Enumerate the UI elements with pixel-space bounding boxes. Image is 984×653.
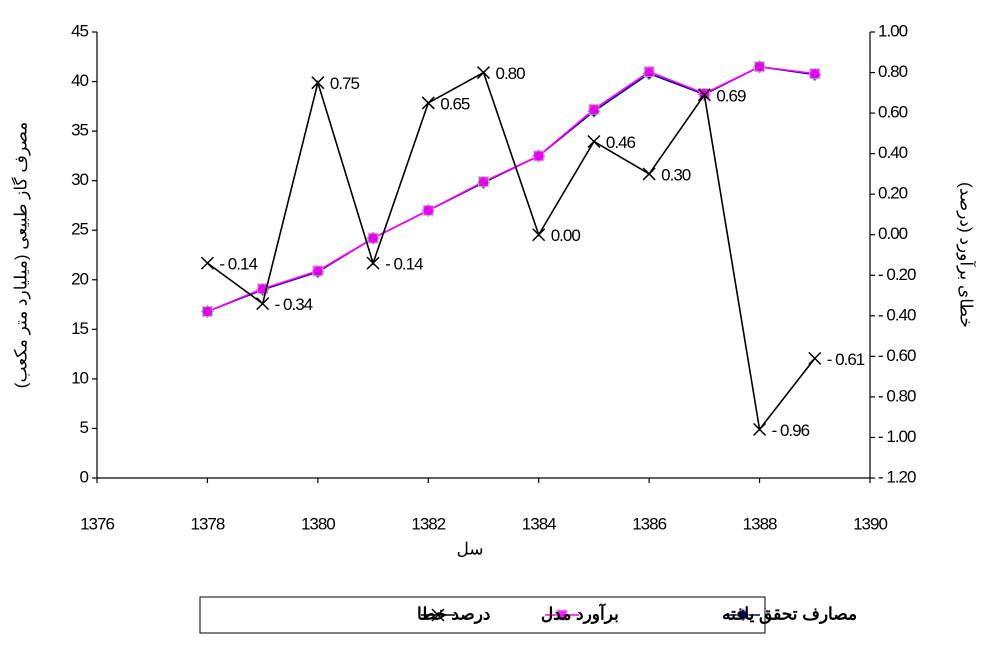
legend-label: درصد خطا	[417, 604, 491, 624]
data-label: - 0.14	[385, 255, 423, 274]
data-point	[312, 265, 324, 277]
data-point	[754, 61, 766, 73]
data-label: - 0.34	[275, 295, 313, 314]
data-point	[421, 96, 435, 110]
data-point	[476, 66, 491, 80]
data-label: 0.00	[551, 226, 581, 245]
data-label: - 0.61	[827, 350, 865, 369]
y-tick-label: 25	[71, 220, 88, 239]
data-point	[366, 256, 380, 270]
data-point	[642, 167, 656, 181]
y2-tick-label: 0.00	[878, 224, 908, 243]
x-tick-label: 1378	[191, 514, 225, 533]
data-point	[753, 422, 767, 436]
x-axis-label: سل	[456, 539, 483, 558]
y-tick-label: 45	[71, 21, 88, 40]
series-line	[206, 71, 816, 432]
y2-tick-label: - 0.60	[878, 346, 916, 365]
data-point	[367, 232, 379, 244]
data-label: 0.46	[606, 133, 636, 152]
y2-tick-label: - 0.40	[878, 305, 916, 324]
y2-tick-label: 0.20	[878, 184, 908, 203]
x-tick-label: 1390	[853, 514, 887, 533]
data-point	[200, 256, 214, 270]
x-tick-label: 1376	[80, 514, 114, 533]
data-label: 0.65	[440, 94, 470, 113]
y-tick-label: 10	[71, 368, 88, 387]
y-axis-label: مصرف گاز طبیعی (میلیارد متر مکعب)	[10, 122, 31, 388]
y2-tick-label: 0.60	[878, 103, 908, 122]
data-point	[533, 150, 545, 162]
data-label: 0.80	[496, 64, 526, 83]
legend-label: مصارف تحقق یافته	[722, 604, 857, 624]
data-label: - 0.96	[772, 421, 810, 440]
y-tick-label: 20	[71, 269, 88, 288]
data-point	[201, 305, 213, 317]
legend-box	[199, 596, 766, 634]
data-point	[808, 351, 822, 365]
data-point	[588, 103, 600, 115]
data-label: 0.30	[661, 165, 691, 184]
y-tick-label: 30	[71, 170, 88, 189]
legend-marker	[431, 608, 445, 622]
y2-axis-label: خطای برآورد (درصد)	[956, 182, 978, 328]
y2-tick-label: - 0.20	[878, 265, 916, 284]
data-point	[587, 134, 601, 149]
y2-tick-label: - 1.20	[878, 467, 916, 486]
data-point	[422, 204, 434, 216]
data-point	[532, 228, 546, 242]
data-point	[257, 283, 269, 295]
data-point	[311, 76, 325, 90]
y2-tick-label: - 0.80	[878, 386, 916, 405]
legend-label: برآورد مدل	[541, 602, 619, 624]
data-point	[809, 68, 821, 80]
y-tick-label: 5	[80, 418, 89, 437]
y-tick-label: 15	[71, 319, 88, 338]
data-point	[256, 297, 270, 311]
data-label: 0.75	[330, 74, 360, 93]
x-tick-label: 1380	[301, 514, 335, 533]
x-tick-label: 1388	[743, 514, 777, 533]
legend-marker	[556, 609, 568, 621]
x-tick-label: 1384	[522, 514, 556, 533]
y-tick-label: 35	[71, 121, 88, 140]
y-tick-label: 40	[71, 71, 88, 90]
data-label: - 0.14	[219, 255, 257, 274]
legend-marker	[736, 608, 750, 622]
data-point	[697, 88, 711, 102]
y2-tick-label: 0.40	[878, 143, 908, 162]
y2-tick-label: - 1.00	[878, 427, 916, 446]
data-label: 0.69	[716, 86, 746, 105]
series-line	[207, 65, 815, 313]
x-tick-label: 1386	[632, 514, 666, 533]
data-point	[643, 66, 655, 78]
x-tick-label: 1382	[411, 514, 445, 533]
y-tick-label: 0	[80, 467, 89, 486]
y2-tick-label: 1.00	[878, 21, 908, 40]
data-point	[478, 176, 489, 188]
y2-tick-label: 0.80	[878, 62, 908, 81]
